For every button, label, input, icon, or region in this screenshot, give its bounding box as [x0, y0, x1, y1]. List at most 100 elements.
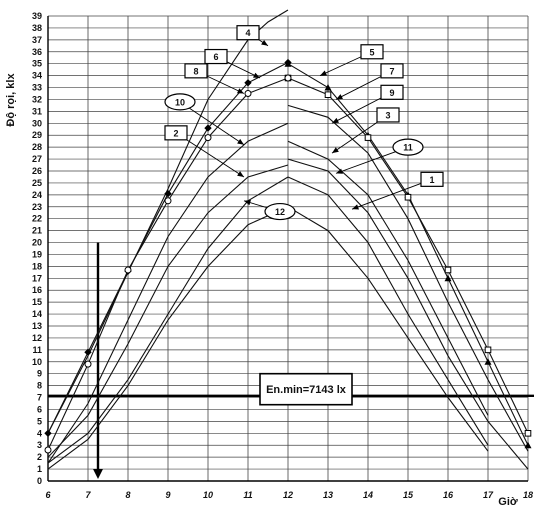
threshold-label: En.min=7143 lx — [266, 384, 347, 396]
callout-arrow-7 — [336, 94, 343, 100]
marker-arrowhead — [93, 469, 103, 479]
series-line-9 — [287, 104, 529, 452]
data-point-8 — [124, 266, 132, 274]
data-point-8 — [84, 360, 92, 368]
callout-label-3: 3 — [385, 110, 390, 120]
y-tick-label: 24 — [32, 190, 42, 200]
data-point-8 — [164, 197, 172, 205]
data-point-6 — [204, 124, 212, 132]
y-tick-label: 6 — [37, 404, 42, 414]
callout-arrow-10 — [237, 138, 244, 145]
y-tick-label: 34 — [32, 71, 42, 81]
data-point-8 — [204, 134, 212, 142]
y-tick-label: 14 — [32, 309, 42, 319]
callout-arrow-4 — [261, 39, 268, 46]
y-tick-label: 36 — [32, 47, 42, 57]
y-tick-label: 17 — [32, 273, 42, 283]
y-tick-label: 26 — [32, 166, 42, 176]
x-tick-label: 14 — [363, 490, 373, 500]
series-line-3 — [287, 158, 529, 470]
y-tick-label: 5 — [37, 416, 42, 426]
callout-label-1: 1 — [429, 175, 434, 185]
x-tick-label: 6 — [45, 490, 51, 500]
data-point-6 — [44, 429, 52, 437]
callout-box-8 — [184, 63, 208, 79]
y-tick-label: 29 — [32, 130, 42, 140]
series-line-1 — [287, 206, 489, 452]
x-tick-label: 17 — [483, 490, 494, 500]
callout-leader-10 — [179, 101, 245, 146]
callout-box-4 — [236, 25, 260, 41]
callout-label-12: 12 — [275, 207, 285, 217]
y-tick-label: 38 — [32, 23, 42, 33]
data-point-7 — [364, 134, 372, 141]
series-line-10 — [47, 122, 289, 464]
y-tick-label: 18 — [32, 261, 42, 271]
callout-arrow-1 — [352, 204, 359, 210]
y-tick-label: 12 — [32, 333, 42, 343]
y-tick-label: 4 — [37, 428, 42, 438]
y-tick-label: 10 — [32, 357, 42, 367]
callout-arrow-9 — [332, 117, 339, 124]
x-tick-label: 13 — [323, 490, 333, 500]
x-tick-label: 8 — [125, 490, 130, 500]
y-tick-label: 9 — [37, 369, 42, 379]
callout-box-1 — [420, 171, 444, 187]
x-tick-label: 11 — [243, 490, 252, 500]
series-line-4 — [47, 9, 289, 434]
y-tick-label: 30 — [32, 118, 42, 128]
data-point-8 — [284, 74, 292, 82]
callout-label-4: 4 — [245, 28, 250, 38]
callout-box-5 — [360, 44, 384, 60]
y-tick-label: 19 — [32, 249, 42, 259]
data-point-7 — [404, 193, 412, 201]
y-tick-label: 8 — [37, 381, 42, 391]
y-tick-label: 7 — [37, 393, 42, 403]
threshold-label-box — [259, 372, 353, 406]
axis-ticks: 0123456789101112131415161718192021222324… — [32, 11, 533, 500]
x-tick-label: 12 — [283, 490, 293, 500]
series-line-2 — [47, 164, 289, 458]
y-tick-label: 13 — [32, 321, 42, 331]
callout-arrow-5 — [320, 70, 327, 76]
callout-label-11: 11 — [403, 143, 413, 153]
data-point-6 — [244, 79, 252, 87]
callout-label-6: 6 — [213, 52, 218, 62]
data-point-5 — [524, 441, 532, 449]
data-point-7 — [444, 266, 452, 274]
callout-label-8: 8 — [193, 66, 198, 76]
chart-grid — [47, 15, 529, 482]
data-point-5 — [444, 274, 452, 282]
callout-label-9: 9 — [389, 88, 394, 98]
series-line-2 — [287, 176, 489, 446]
callout-ellipse-11 — [392, 138, 424, 156]
callout-ellipse-10 — [164, 93, 196, 111]
callout-box-9 — [380, 84, 404, 100]
x-tick-label: 18 — [523, 490, 533, 500]
data-point-6 — [284, 58, 292, 67]
y-tick-label: 21 — [32, 226, 42, 236]
y-tick-label: 27 — [32, 154, 42, 164]
x-tick-label: 10 — [203, 490, 213, 500]
y-tick-label: 16 — [32, 285, 42, 295]
callout-ellipse-12 — [264, 202, 296, 221]
data-point-5 — [484, 358, 492, 365]
data-point-7 — [524, 430, 532, 437]
y-tick-label: 25 — [32, 178, 42, 188]
callout-arrow-11 — [336, 168, 343, 174]
callout-label-7: 7 — [389, 66, 394, 76]
data-point-7 — [484, 346, 492, 354]
callout-arrow-12 — [244, 200, 251, 206]
y-tick-label: 28 — [32, 142, 42, 152]
x-tick-label: 7 — [85, 490, 91, 500]
y-tick-label: 22 — [32, 214, 42, 224]
y-tick-label: 3 — [37, 440, 42, 450]
y-tick-label: 33 — [32, 83, 42, 93]
series-line-11 — [287, 140, 489, 416]
callout-label-5: 5 — [369, 47, 374, 57]
y-axis-label: Độ rọi, klx — [5, 73, 17, 127]
data-point-6 — [84, 348, 92, 356]
callout-arrow-2 — [237, 171, 244, 177]
